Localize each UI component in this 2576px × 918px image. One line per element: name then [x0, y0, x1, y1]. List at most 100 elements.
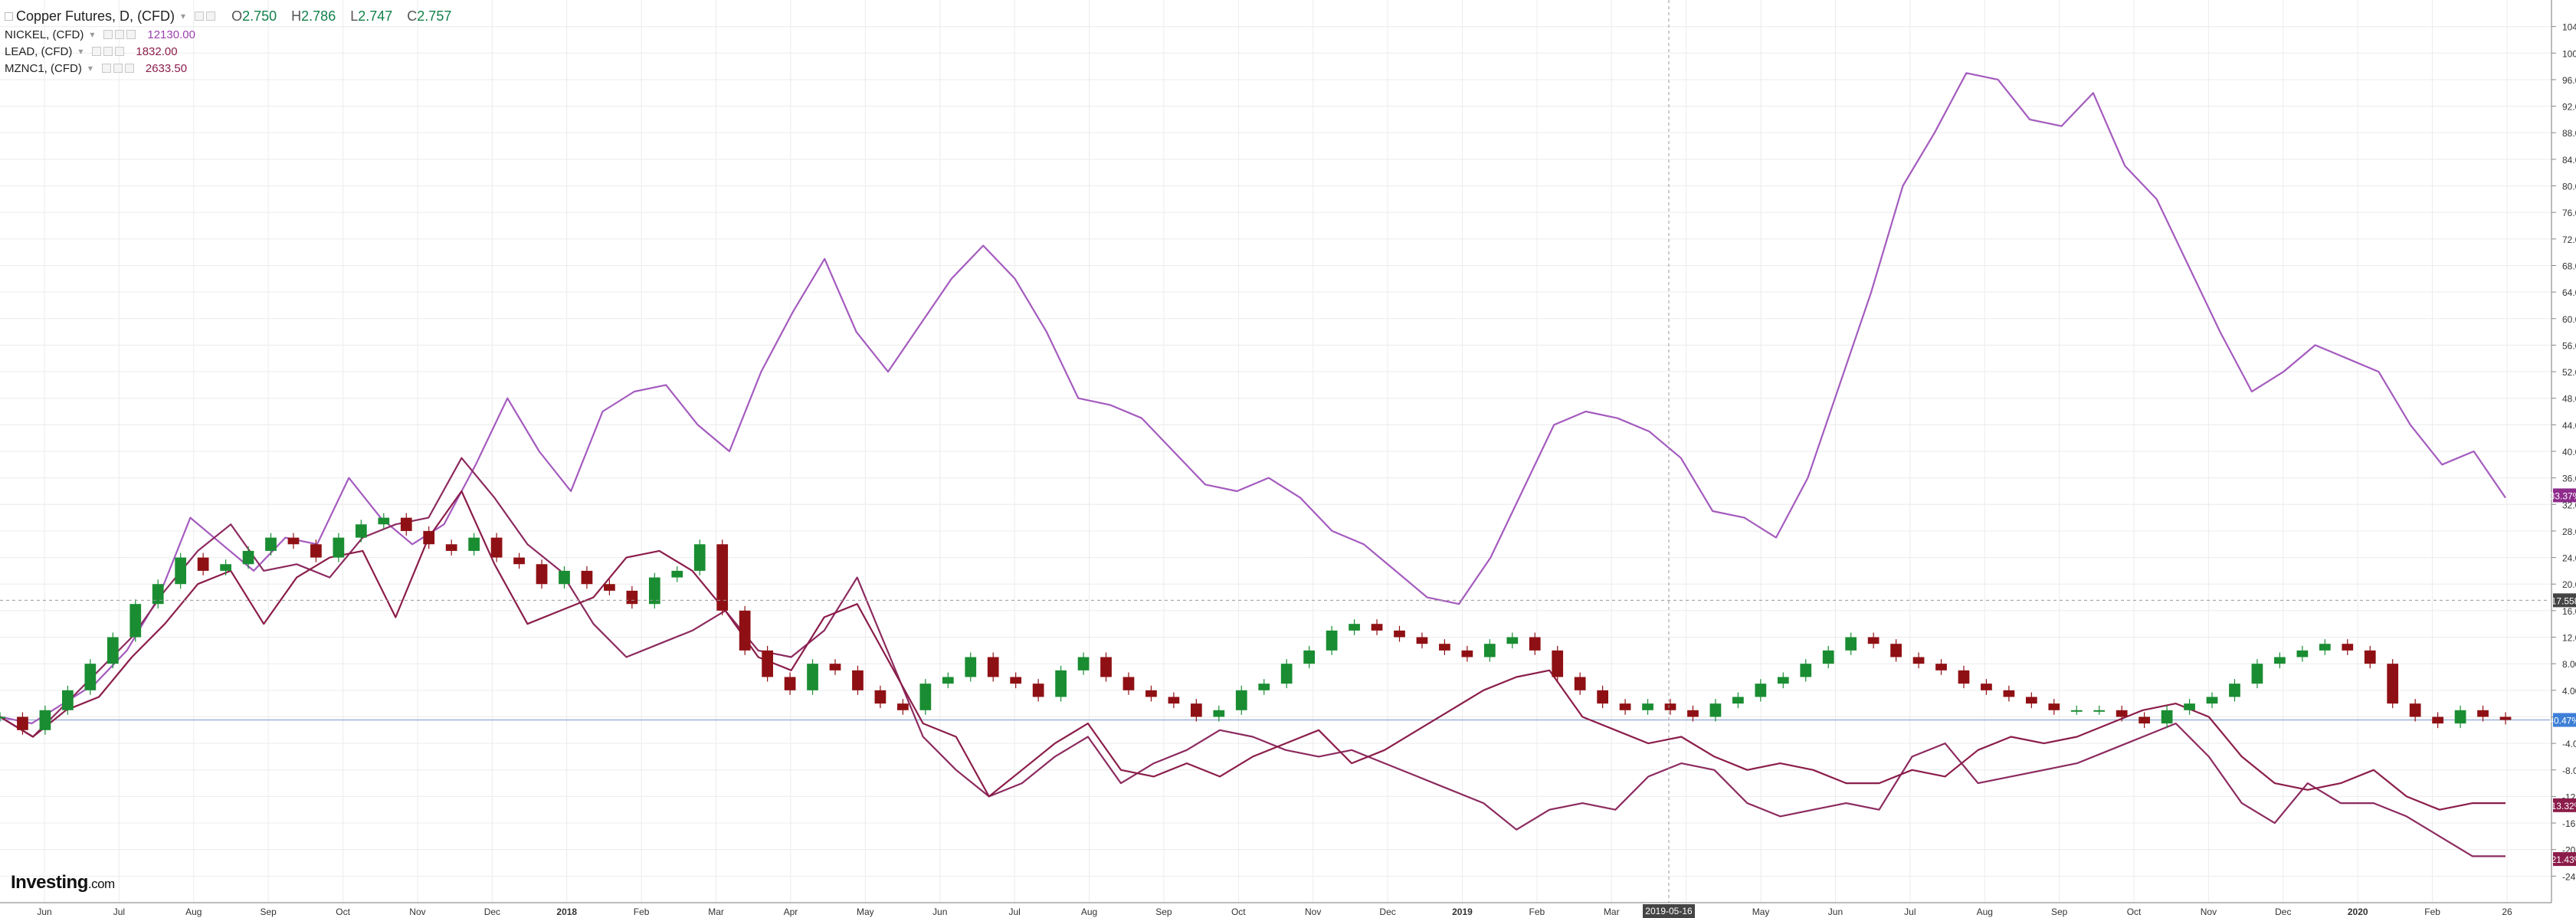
- y-tick-label: 24.00%: [2562, 553, 2576, 564]
- candle-body: [2251, 664, 2263, 684]
- price-badge-text: 33.37%: [2550, 490, 2576, 501]
- candle-body: [1483, 644, 1496, 657]
- x-tick-label: Jun: [1828, 907, 1843, 917]
- y-tick-label: 32.00%: [2562, 500, 2576, 510]
- overlay-row-zinc: MZNC1, (CFD) ▾ 2633.50: [5, 60, 462, 77]
- price-badge: -0.47%: [2551, 713, 2576, 727]
- candle-body: [987, 657, 999, 677]
- close-label: C: [407, 8, 418, 24]
- remove-icon[interactable]: [126, 30, 136, 39]
- candle-body: [2184, 703, 2195, 710]
- candle-body: [2048, 703, 2060, 710]
- x-tick-label: Jun: [932, 907, 947, 917]
- candle-body: [1912, 657, 1925, 664]
- candle-body: [1800, 664, 1812, 677]
- candle-body: [807, 664, 818, 690]
- x-tick-label: Apr: [784, 907, 798, 917]
- x-tick-label: 2018: [556, 907, 577, 917]
- candle-body: [1777, 677, 1789, 684]
- candle-body: [1100, 657, 1112, 677]
- y-tick-label: -24.00%: [2562, 871, 2576, 882]
- series-line: [0, 72, 2506, 725]
- crosshair-price-label: 17.558: [2551, 593, 2576, 608]
- logo-brand: Investing: [11, 872, 88, 893]
- overlay-value: 2633.50: [145, 61, 188, 75]
- candle-body: [648, 577, 660, 605]
- settings-icon[interactable]: [113, 64, 123, 73]
- x-tick-label: May: [1752, 907, 1770, 917]
- candle-body: [1552, 650, 1564, 677]
- candle-body: [2342, 644, 2354, 651]
- low-label: L: [350, 8, 359, 24]
- hide-icon[interactable]: [206, 11, 216, 21]
- candle-body: [2454, 710, 2466, 724]
- eye-icon[interactable]: [103, 30, 113, 39]
- x-tick-label: Mar: [1604, 907, 1620, 917]
- candle-body: [1235, 690, 1247, 710]
- candle-body: [716, 544, 729, 611]
- settings-icon[interactable]: [115, 30, 125, 39]
- candle-body: [468, 537, 480, 551]
- eye-icon[interactable]: [101, 64, 111, 73]
- chart-legend: Copper Futures, D, (CFD) ▾ O2.750 H2.786…: [5, 6, 462, 77]
- settings-icon[interactable]: [103, 47, 113, 56]
- candle-body: [2499, 716, 2512, 720]
- candle-body: [1958, 670, 1970, 684]
- candle-body: [1732, 697, 1744, 704]
- candle-body: [1394, 630, 1405, 638]
- y-tick-label: 20.00%: [2562, 579, 2576, 590]
- candle-body: [1755, 684, 1767, 697]
- x-axis: Jun Jul Aug Sep Oct Nov Dec 2018 Feb Mar Apr May Jun…: [37, 907, 2512, 917]
- y-tick-label: 92.00%: [2562, 102, 2576, 113]
- eye-icon[interactable]: [92, 47, 102, 56]
- grid: [0, 0, 2550, 903]
- candle-body: [897, 703, 909, 710]
- overlay-name: LEAD, (CFD): [5, 44, 73, 58]
- chevron-down-icon[interactable]: ▾: [78, 46, 84, 57]
- candle-body: [1845, 637, 1857, 651]
- chevron-down-icon[interactable]: ▾: [87, 63, 93, 74]
- x-tick-label: Dec: [484, 907, 500, 917]
- candle-body: [1439, 644, 1450, 651]
- candle-body: [1190, 703, 1202, 717]
- candle-body: [2229, 684, 2240, 697]
- candle-body: [1010, 677, 1022, 684]
- y-tick-label: 100.00%: [2562, 48, 2576, 59]
- candle-body: [1529, 637, 1541, 651]
- y-tick-label: 64.00%: [2562, 287, 2576, 298]
- chevron-down-icon[interactable]: ▾: [90, 29, 95, 40]
- candle-body: [197, 557, 209, 571]
- candle-body: [559, 570, 570, 585]
- candle-body: [2274, 657, 2286, 664]
- candle-body: [107, 637, 119, 664]
- candle-body: [1461, 650, 1473, 657]
- remove-icon[interactable]: [124, 64, 134, 73]
- collapse-legend-icon[interactable]: [5, 11, 13, 21]
- candle-body: [874, 690, 887, 704]
- y-tick-label: 96.00%: [2562, 75, 2576, 86]
- settings-icon[interactable]: [195, 11, 205, 21]
- overlay-value: 1832.00: [136, 44, 178, 58]
- candle-body: [1506, 637, 1519, 644]
- main-symbol-name: Copper Futures, D, (CFD): [16, 8, 175, 24]
- candle-body: [536, 564, 548, 585]
- y-tick-label: 72.00%: [2562, 234, 2576, 245]
- overlay-name: NICKEL, (CFD): [5, 28, 84, 41]
- candle-body: [333, 537, 345, 558]
- overlay-row-lead: LEAD, (CFD) ▾ 1832.00: [5, 43, 462, 60]
- series-line: [0, 457, 2506, 857]
- candle-body: [581, 570, 593, 585]
- y-tick-label: 104.00%: [2562, 22, 2576, 33]
- candle-body: [423, 530, 435, 545]
- candle-body: [1709, 703, 1722, 717]
- y-tick-label: 80.00%: [2562, 182, 2576, 192]
- crosshair-price-box: [2553, 593, 2576, 608]
- y-tick-label: 56.00%: [2562, 340, 2576, 351]
- ohlc-readout: O2.750 H2.786 L2.747 C2.757: [231, 8, 462, 25]
- remove-icon[interactable]: [115, 47, 125, 56]
- chevron-down-icon[interactable]: ▾: [181, 11, 186, 21]
- candle-body: [2432, 716, 2443, 724]
- price-badge-text: -21.43%: [2548, 854, 2576, 865]
- y-tick-label: 60.00%: [2562, 314, 2576, 325]
